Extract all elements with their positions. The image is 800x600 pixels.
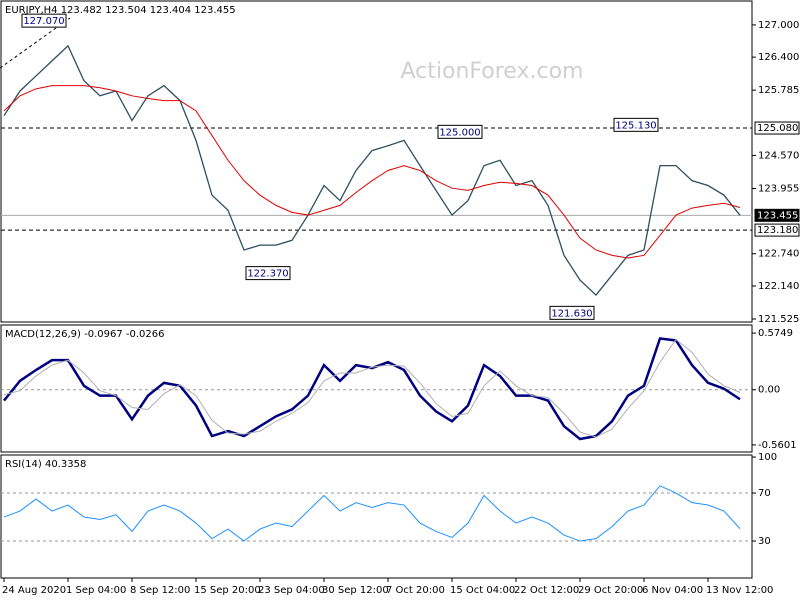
y-tick-label: 121.525 xyxy=(758,314,799,325)
y-tick-label: 30 xyxy=(758,536,771,547)
y-tick-label: 122.740 xyxy=(758,249,799,260)
annotation-label: 121.630 xyxy=(551,308,592,319)
x-tick-label: 29 Oct 20:00 xyxy=(578,585,643,596)
x-tick-label: 13 Nov 12:00 xyxy=(706,585,773,596)
trend-line xyxy=(0,17,71,69)
y-tick-label: 70 xyxy=(758,488,771,499)
y-tick-label: 126.400 xyxy=(758,52,799,63)
y-tick-label: 127.000 xyxy=(758,20,799,31)
level-label-box xyxy=(754,121,800,135)
x-tick-label: 15 Oct 04:00 xyxy=(450,585,515,596)
annotation-label: 127.070 xyxy=(23,16,64,27)
level-label: 123.180 xyxy=(757,225,798,236)
pane-frame xyxy=(0,0,753,323)
x-tick-label: 7 Oct 20:00 xyxy=(386,585,445,596)
pane-frame xyxy=(0,454,753,579)
pane-frame xyxy=(0,324,753,453)
y-tick-label: -0.5601 xyxy=(758,440,797,451)
annotation-label: 125.000 xyxy=(439,127,480,138)
annotation-box xyxy=(437,124,483,139)
x-tick-label: 30 Sep 12:00 xyxy=(322,585,389,596)
series-line xyxy=(3,44,741,297)
level-label-box xyxy=(754,223,800,237)
series-line xyxy=(3,338,741,438)
level-label: 125.080 xyxy=(757,123,798,134)
x-tick-label: 1 Sep 04:00 xyxy=(66,585,126,596)
level-label-box xyxy=(754,208,800,222)
pane-title: MACD(12,26,9) -0.0967 -0.0266 xyxy=(5,329,165,340)
y-tick-label: 125.785 xyxy=(758,85,799,96)
y-tick-label: 123.955 xyxy=(758,183,799,194)
x-tick-label: 6 Nov 04:00 xyxy=(642,585,703,596)
annotation-label: 125.130 xyxy=(615,120,656,131)
level-label: 123.455 xyxy=(757,210,798,221)
annotation-box xyxy=(613,117,659,132)
y-tick-label: 122.140 xyxy=(758,281,799,292)
x-tick-label: 15 Sep 20:00 xyxy=(194,585,261,596)
series-line xyxy=(3,85,741,259)
annotation-box xyxy=(245,266,291,281)
pane-title: RSI(14) 40.3358 xyxy=(5,459,86,470)
y-tick-label: 0.5749 xyxy=(758,328,793,339)
annotation-box xyxy=(21,13,67,28)
y-tick-label: 0.00 xyxy=(758,385,780,396)
x-tick-label: 24 Aug 2020 xyxy=(2,585,66,596)
x-tick-label: 22 Oct 12:00 xyxy=(514,585,579,596)
series-line xyxy=(3,337,741,441)
watermark: ActionForex.com xyxy=(401,59,584,84)
pane-title: EURJPY,H4 123.482 123.504 123.404 123.45… xyxy=(5,5,236,16)
y-tick-label: 124.570 xyxy=(758,150,799,161)
series-line xyxy=(3,485,741,542)
x-tick-label: 23 Sep 04:00 xyxy=(258,585,325,596)
y-tick-label: 100 xyxy=(758,452,777,463)
x-tick-label: 8 Sep 12:00 xyxy=(130,585,190,596)
annotation-label: 122.370 xyxy=(247,269,288,280)
annotation-box xyxy=(549,305,595,320)
